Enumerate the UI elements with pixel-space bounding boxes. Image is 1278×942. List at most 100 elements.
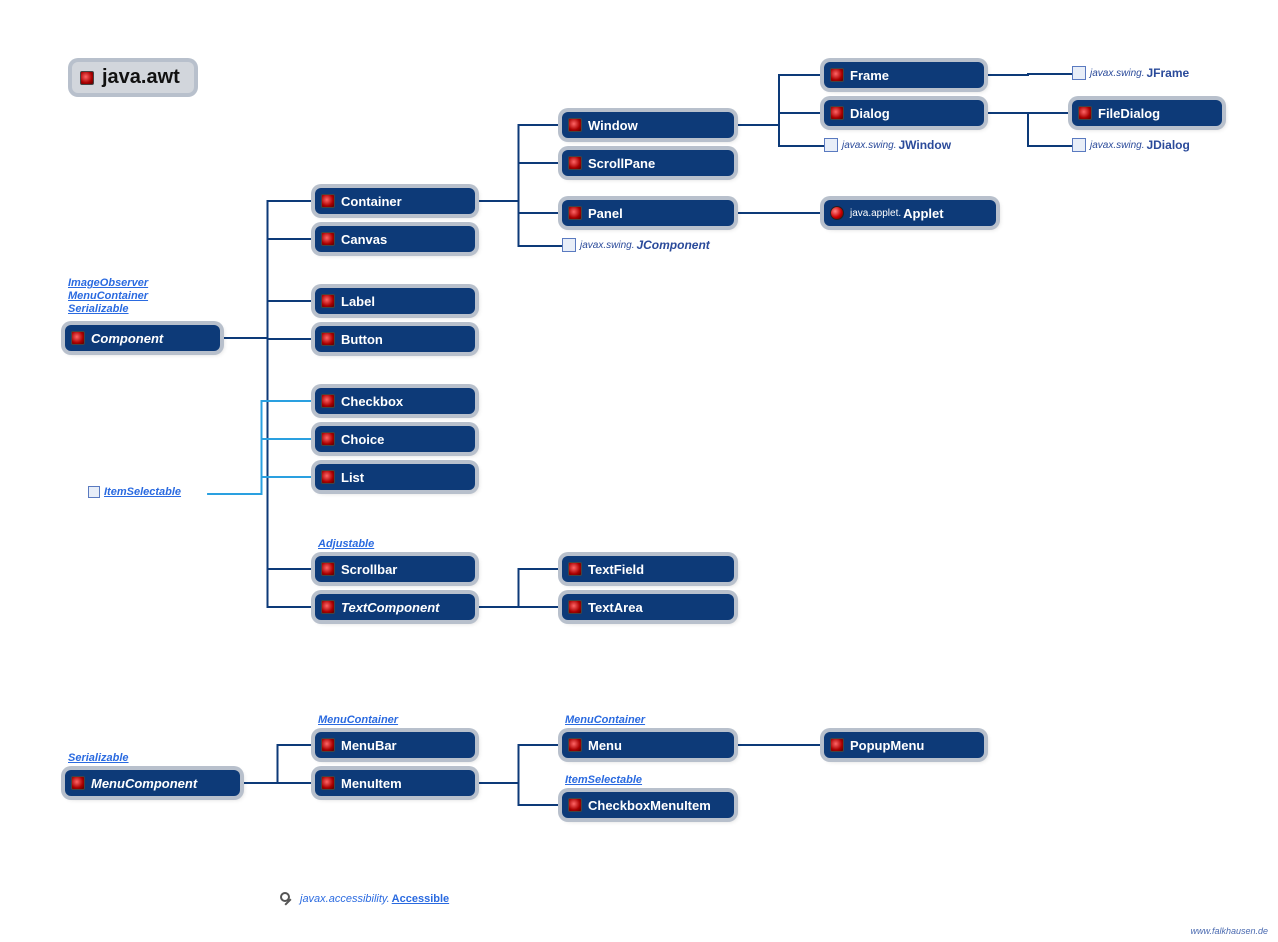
class-label: MenuBar bbox=[341, 738, 397, 753]
external-jcomponent[interactable]: javax.swing.JComponent bbox=[562, 238, 710, 252]
class-label: Panel bbox=[588, 206, 623, 221]
class-icon bbox=[568, 206, 582, 220]
class-label: Menu bbox=[588, 738, 622, 753]
external-jdialog[interactable]: javax.swing.JDialog bbox=[1072, 138, 1190, 152]
class-label: Label bbox=[341, 294, 375, 309]
implements-label[interactable]: MenuContainer bbox=[68, 290, 148, 302]
class-menu[interactable]: Menu bbox=[562, 732, 734, 758]
class-icon bbox=[321, 470, 335, 484]
class-button[interactable]: Button bbox=[315, 326, 475, 352]
external-icon bbox=[1072, 66, 1086, 80]
interface-icon bbox=[88, 486, 100, 498]
class-container[interactable]: Container bbox=[315, 188, 475, 214]
class-icon bbox=[321, 232, 335, 246]
class-label: Applet bbox=[903, 206, 943, 221]
class-icon bbox=[1078, 106, 1092, 120]
implements-label[interactable]: Serializable bbox=[68, 303, 129, 315]
class-icon bbox=[321, 600, 335, 614]
class-menucomponent[interactable]: MenuComponent bbox=[65, 770, 240, 796]
class-label: TextArea bbox=[588, 600, 643, 615]
class-label: Choice bbox=[341, 432, 384, 447]
class-icon bbox=[830, 68, 844, 82]
accessible-legend[interactable]: javax.accessibility.Accessible bbox=[280, 892, 449, 906]
external-icon bbox=[562, 238, 576, 252]
class-label: Checkbox bbox=[341, 394, 403, 409]
class-icon bbox=[71, 776, 85, 790]
class-icon bbox=[321, 738, 335, 752]
external-pkg: javax.swing. bbox=[1090, 140, 1144, 151]
class-icon bbox=[321, 562, 335, 576]
class-label: MenuComponent bbox=[91, 776, 197, 791]
class-label: Dialog bbox=[850, 106, 890, 121]
class-icon bbox=[568, 562, 582, 576]
external-pkg: javax.swing. bbox=[580, 240, 634, 251]
external-icon bbox=[1072, 138, 1086, 152]
class-label: Window bbox=[588, 118, 638, 133]
class-menuitem[interactable]: MenuItem bbox=[315, 770, 475, 796]
class-label: MenuItem bbox=[341, 776, 402, 791]
class-textarea[interactable]: TextArea bbox=[562, 594, 734, 620]
class-textfield[interactable]: TextField bbox=[562, 556, 734, 582]
class-label: TextComponent bbox=[341, 600, 439, 615]
class-icon bbox=[321, 432, 335, 446]
key-icon bbox=[280, 892, 294, 906]
class-textcomponent[interactable]: TextComponent bbox=[315, 594, 475, 620]
class-icon bbox=[321, 332, 335, 346]
class-component[interactable]: Component bbox=[65, 325, 220, 351]
external-class: JDialog bbox=[1146, 138, 1189, 152]
interface-itemselectable[interactable]: ItemSelectable bbox=[88, 486, 181, 498]
implements-label[interactable]: Adjustable bbox=[318, 538, 374, 550]
package-title: java.awt bbox=[72, 62, 194, 93]
class-label: TextField bbox=[588, 562, 644, 577]
class-panel[interactable]: Panel bbox=[562, 200, 734, 226]
diagram-canvas: java.awt Component ItemSelectable Container… bbox=[0, 0, 1278, 942]
class-list[interactable]: List bbox=[315, 464, 475, 490]
class-applet[interactable]: java.applet.Applet bbox=[824, 200, 996, 226]
package-label: java.awt bbox=[102, 66, 180, 89]
class-icon bbox=[568, 738, 582, 752]
class-pkg-prefix: java.applet. bbox=[850, 208, 901, 219]
class-dialog[interactable]: Dialog bbox=[824, 100, 984, 126]
class-label: CheckboxMenuItem bbox=[588, 798, 711, 813]
implements-label[interactable]: MenuContainer bbox=[565, 714, 645, 726]
class-menubar[interactable]: MenuBar bbox=[315, 732, 475, 758]
implements-label[interactable]: Serializable bbox=[68, 752, 129, 764]
class-label: Container bbox=[341, 194, 402, 209]
external-jwindow[interactable]: javax.swing.JWindow bbox=[824, 138, 951, 152]
class-window[interactable]: Window bbox=[562, 112, 734, 138]
class-icon bbox=[568, 118, 582, 132]
external-pkg: javax.swing. bbox=[1090, 68, 1144, 79]
accessible-pkg: javax.accessibility. bbox=[300, 893, 390, 905]
class-icon bbox=[321, 194, 335, 208]
class-label: FileDialog bbox=[1098, 106, 1160, 121]
class-frame[interactable]: Frame bbox=[824, 62, 984, 88]
external-jframe[interactable]: javax.swing.JFrame bbox=[1072, 66, 1189, 80]
class-choice[interactable]: Choice bbox=[315, 426, 475, 452]
class-filedialog[interactable]: FileDialog bbox=[1072, 100, 1222, 126]
implements-label[interactable]: MenuContainer bbox=[318, 714, 398, 726]
class-icon bbox=[321, 776, 335, 790]
class-scrollpane[interactable]: ScrollPane bbox=[562, 150, 734, 176]
class-label: List bbox=[341, 470, 364, 485]
class-scrollbar[interactable]: Scrollbar bbox=[315, 556, 475, 582]
external-icon bbox=[824, 138, 838, 152]
class-popupmenu[interactable]: PopupMenu bbox=[824, 732, 984, 758]
external-pkg: javax.swing. bbox=[842, 140, 896, 151]
class-label: PopupMenu bbox=[850, 738, 924, 753]
class-icon bbox=[568, 798, 582, 812]
interface-label: ItemSelectable bbox=[104, 486, 181, 498]
implements-label[interactable]: ImageObserver bbox=[68, 277, 148, 289]
class-icon bbox=[830, 106, 844, 120]
class-icon bbox=[568, 600, 582, 614]
class-checkboxmenuitem[interactable]: CheckboxMenuItem bbox=[562, 792, 734, 818]
class-checkbox[interactable]: Checkbox bbox=[315, 388, 475, 414]
class-label: ScrollPane bbox=[588, 156, 655, 171]
class-canvas[interactable]: Canvas bbox=[315, 226, 475, 252]
package-icon bbox=[80, 71, 94, 85]
class-label[interactable]: Label bbox=[315, 288, 475, 314]
class-icon bbox=[830, 738, 844, 752]
footer-link[interactable]: www.falkhausen.de bbox=[1190, 926, 1268, 936]
external-class: JComponent bbox=[636, 238, 709, 252]
class-label: Scrollbar bbox=[341, 562, 397, 577]
implements-label[interactable]: ItemSelectable bbox=[565, 774, 642, 786]
